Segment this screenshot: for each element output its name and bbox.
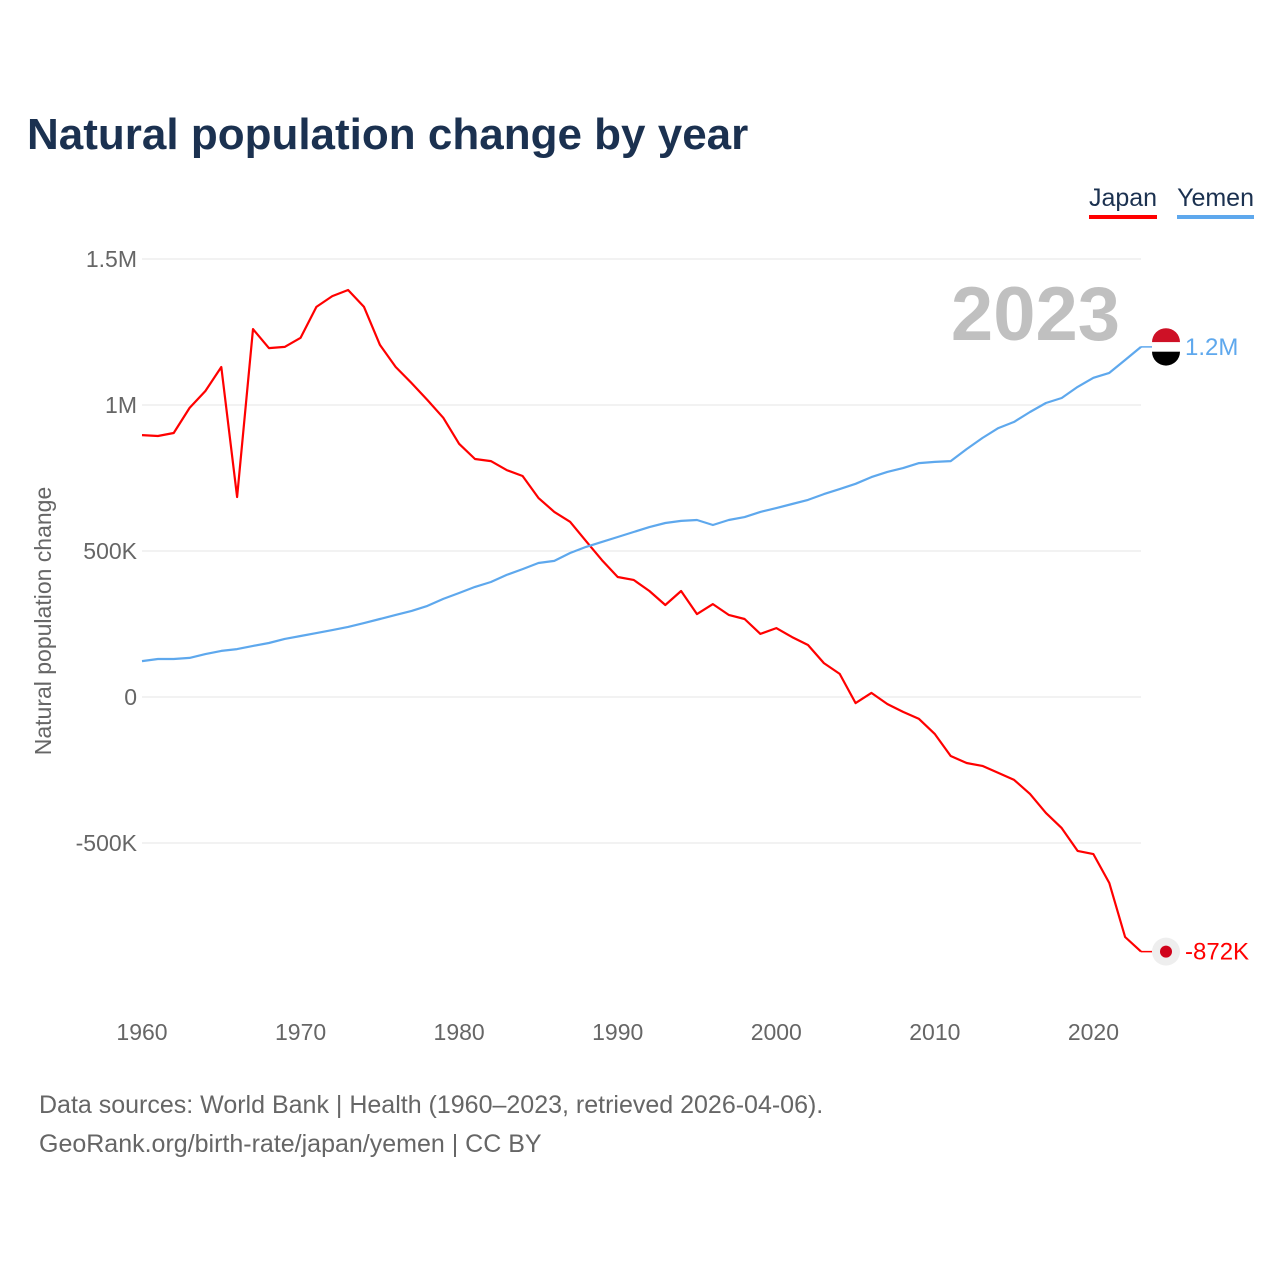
chart-title: Natural population change by year bbox=[27, 110, 749, 159]
x-tick-label: 2010 bbox=[909, 1019, 960, 1045]
yemen-flag-white bbox=[1152, 342, 1180, 352]
series-line-japan bbox=[141, 288, 1142, 953]
y-tick-label: 500K bbox=[83, 538, 137, 564]
data-source: Data sources: World Bank | Health (1960–… bbox=[39, 1091, 824, 1119]
footer: Data sources: World Bank | Health (1960–… bbox=[39, 1086, 823, 1164]
legend-item-yemen[interactable]: Yemen bbox=[1177, 184, 1254, 219]
x-tick-label: 2000 bbox=[751, 1019, 802, 1045]
legend: Japan Yemen bbox=[1088, 184, 1254, 219]
yemen-flag-black bbox=[1152, 351, 1181, 366]
source-link[interactable]: GeoRank.org/birth-rate/japan/yemen | CC … bbox=[39, 1130, 542, 1158]
x-tick-label: 2020 bbox=[1068, 1019, 1119, 1045]
x-tick-label: 1970 bbox=[275, 1019, 326, 1045]
y-tick-label: 1M bbox=[105, 392, 137, 418]
x-tick-label: 1980 bbox=[434, 1019, 485, 1045]
legend-item-japan[interactable]: Japan bbox=[1088, 184, 1158, 219]
y-axis-label: Natural population change bbox=[30, 487, 56, 756]
series-line-yemen bbox=[141, 346, 1142, 663]
end-value-label: 1.2M bbox=[1185, 334, 1238, 361]
japan-flag-dot bbox=[1160, 945, 1172, 958]
yemen-flag-red bbox=[1152, 328, 1181, 343]
x-tick-label: 1960 bbox=[116, 1019, 167, 1045]
end-value-label: -872K bbox=[1185, 939, 1249, 966]
y-tick-label: 1.5M bbox=[86, 246, 137, 272]
y-tick-label: -500K bbox=[76, 830, 138, 856]
y-tick-label: 0 bbox=[124, 684, 137, 710]
year-label: 2023 bbox=[951, 272, 1120, 357]
x-tick-label: 1990 bbox=[592, 1019, 643, 1045]
